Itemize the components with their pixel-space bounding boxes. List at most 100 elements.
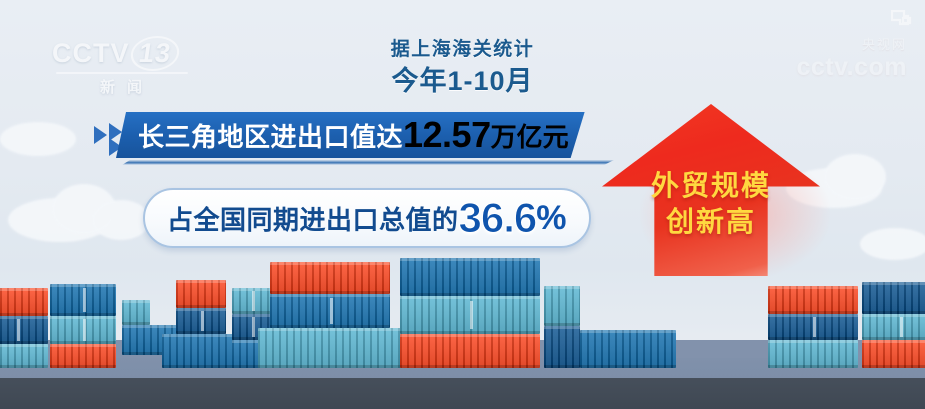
container-ribbing bbox=[862, 340, 925, 368]
container-bottom-lip bbox=[232, 311, 272, 314]
container-top-lip bbox=[544, 286, 580, 289]
shipping-container bbox=[580, 330, 676, 368]
shipping-container bbox=[50, 316, 116, 344]
container-top-lip bbox=[400, 334, 540, 337]
headline-period: 今年1-10月 bbox=[391, 66, 534, 96]
container-bottom-lip bbox=[400, 293, 540, 296]
container-top-lip bbox=[544, 326, 580, 329]
container-top-lip bbox=[232, 288, 272, 291]
container-top-lip bbox=[0, 288, 48, 291]
container-door-seam bbox=[252, 291, 255, 311]
shipping-container bbox=[270, 294, 390, 328]
shipping-container bbox=[176, 308, 226, 334]
container-bottom-lip bbox=[0, 313, 48, 316]
container-ribbing bbox=[580, 330, 676, 368]
cctv-logo-text: CCTV 13 bbox=[52, 36, 202, 71]
container-bottom-lip bbox=[176, 331, 226, 334]
arrow-callout-line1: 外贸规模 bbox=[650, 170, 771, 201]
watermark-domain: cctv.com bbox=[796, 53, 907, 81]
container-bottom-lip bbox=[50, 313, 116, 316]
shipping-container bbox=[232, 288, 272, 314]
shipping-container bbox=[862, 282, 925, 314]
container-ribbing bbox=[768, 340, 858, 368]
container-door-seam bbox=[813, 317, 816, 337]
container-door-seam bbox=[900, 317, 903, 337]
shipping-container bbox=[270, 262, 390, 294]
shipping-container bbox=[0, 288, 48, 316]
shipping-container bbox=[400, 296, 540, 334]
secondary-banner-unit: % bbox=[536, 198, 567, 237]
shipping-container bbox=[50, 344, 116, 368]
container-top-lip bbox=[270, 262, 390, 265]
container-bottom-lip bbox=[50, 341, 116, 344]
container-bottom-lip bbox=[400, 331, 540, 334]
shipping-container bbox=[50, 284, 116, 316]
container-door-seam bbox=[83, 319, 86, 341]
cloud-shape bbox=[860, 228, 925, 260]
container-top-lip bbox=[0, 316, 48, 319]
shipping-container bbox=[768, 340, 858, 368]
primary-statistic-banner: 长三角地区进出口值达 12.57 万亿元 bbox=[94, 112, 585, 158]
container-top-lip bbox=[862, 314, 925, 317]
container-top-lip bbox=[0, 344, 48, 347]
container-top-lip bbox=[862, 282, 925, 285]
container-top-lip bbox=[122, 300, 150, 303]
container-bottom-lip bbox=[400, 365, 540, 368]
container-bottom-lip bbox=[580, 365, 676, 368]
primary-banner-unit: 万亿元 bbox=[490, 121, 569, 152]
shipping-container bbox=[258, 328, 402, 368]
shipping-container bbox=[862, 314, 925, 340]
container-door-seam bbox=[201, 311, 204, 331]
container-bottom-lip bbox=[270, 291, 390, 294]
container-bottom-lip bbox=[232, 365, 272, 368]
container-top-lip bbox=[50, 316, 116, 319]
container-door-seam bbox=[17, 319, 20, 341]
shipping-container bbox=[400, 258, 540, 296]
shipping-container bbox=[122, 300, 150, 325]
container-ribbing bbox=[0, 344, 48, 368]
container-top-lip bbox=[176, 280, 226, 283]
container-bottom-lip bbox=[50, 365, 116, 368]
container-ribbing bbox=[0, 316, 48, 344]
container-top-lip bbox=[768, 286, 858, 289]
shipping-container bbox=[0, 316, 48, 344]
container-ribbing bbox=[258, 328, 402, 368]
ground-foreground bbox=[0, 378, 925, 409]
container-top-lip bbox=[580, 330, 676, 333]
container-ribbing bbox=[0, 288, 48, 316]
cloud-shape bbox=[0, 122, 76, 156]
primary-banner-value: 12.57 bbox=[403, 114, 491, 155]
container-top-lip bbox=[50, 344, 116, 347]
container-top-lip bbox=[270, 294, 390, 297]
container-bottom-lip bbox=[0, 341, 48, 344]
container-bottom-lip bbox=[162, 365, 254, 368]
container-top-lip bbox=[176, 308, 226, 311]
container-ribbing bbox=[544, 326, 580, 368]
container-bottom-lip bbox=[232, 337, 272, 340]
container-ribbing bbox=[862, 314, 925, 340]
primary-banner-underline bbox=[122, 160, 614, 165]
cloud-shape bbox=[824, 154, 886, 200]
container-top-lip bbox=[400, 258, 540, 261]
headline-block: 据上海海关统计 今年1-10月 bbox=[0, 38, 925, 98]
secondary-statistic-banner: 占全国同期进出口总值的 36.6% bbox=[143, 188, 591, 248]
container-top-lip bbox=[122, 325, 182, 328]
container-bottom-lip bbox=[544, 323, 580, 326]
watermark-chinese-label: 央视网 bbox=[861, 37, 907, 52]
container-door-seam bbox=[83, 287, 86, 313]
primary-banner-label: 长三角地区进出口值达 bbox=[138, 121, 404, 152]
secondary-banner-value: 36.6 bbox=[458, 194, 538, 242]
secondary-banner-label: 占全国同期进出口总值的 bbox=[167, 204, 459, 235]
container-top-lip bbox=[768, 314, 858, 317]
shipping-container bbox=[768, 286, 858, 314]
container-ribbing bbox=[400, 334, 540, 368]
shipping-container bbox=[862, 340, 925, 368]
shipping-container bbox=[0, 344, 48, 368]
arrow-callout-text: 外贸规模 创新高 bbox=[602, 168, 820, 240]
container-bottom-lip bbox=[176, 305, 226, 308]
container-top-lip bbox=[258, 328, 402, 331]
container-ribbing bbox=[862, 282, 925, 314]
container-bottom-lip bbox=[122, 352, 182, 355]
shipping-container bbox=[544, 326, 580, 368]
